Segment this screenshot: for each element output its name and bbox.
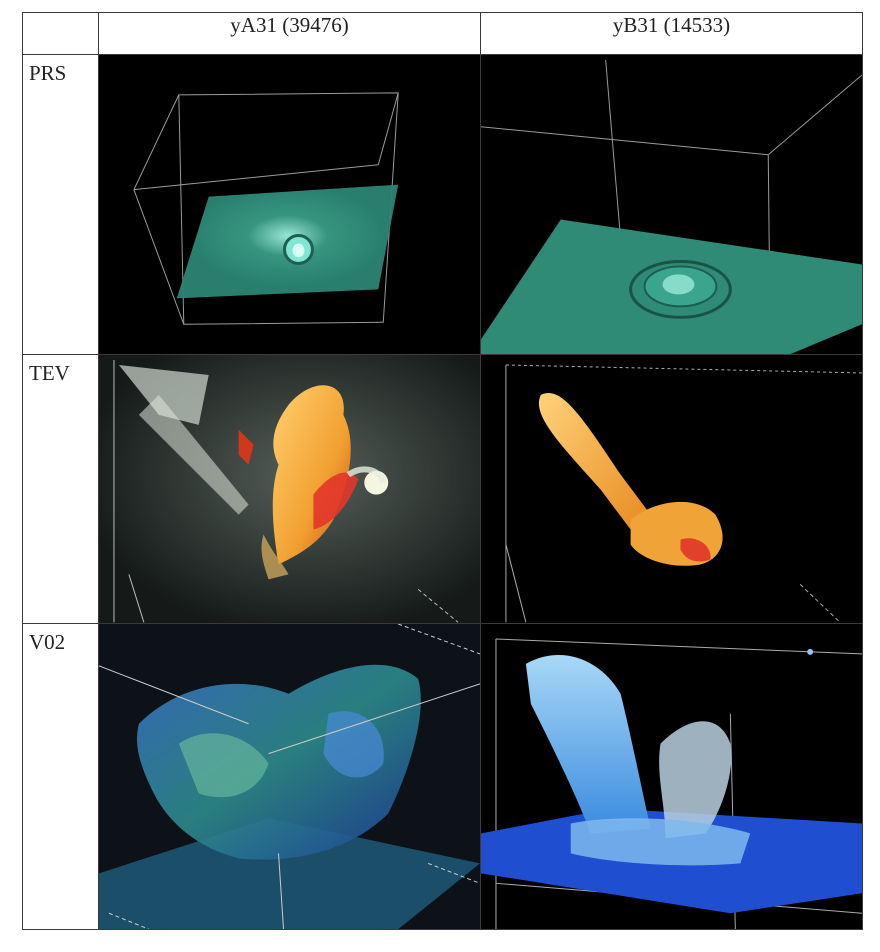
cell-prs-ya31	[98, 53, 481, 356]
row-prs: PRS	[22, 53, 863, 356]
column-header-yb31: yB31 (14533)	[480, 12, 863, 55]
corner-cell	[22, 12, 99, 55]
header-row: yA31 (39476) yB31 (14533)	[22, 12, 863, 55]
row-label-tev: TEV	[22, 354, 99, 624]
cell-tev-ya31	[98, 354, 481, 624]
row-v02: V02	[22, 622, 863, 930]
cell-v02-yb31	[480, 622, 863, 930]
row-label-v02: V02	[22, 622, 99, 930]
column-header-ya31: yA31 (39476)	[98, 12, 481, 55]
figure-table: yA31 (39476) yB31 (14533) PRS	[22, 12, 863, 930]
volume-render-v02-yb31	[481, 637, 862, 929]
volume-render-prs-yb31	[481, 59, 862, 355]
cell-tev-yb31	[480, 354, 863, 624]
volume-render-tev-ya31	[99, 355, 480, 623]
volume-render-v02-ya31	[99, 623, 480, 929]
row-tev: TEV	[22, 354, 863, 624]
row-label-prs: PRS	[22, 53, 99, 356]
volume-render-tev-yb31	[505, 364, 862, 623]
cell-prs-yb31	[480, 53, 863, 356]
volume-render-prs-ya31	[133, 92, 399, 325]
cell-v02-ya31	[98, 622, 481, 930]
